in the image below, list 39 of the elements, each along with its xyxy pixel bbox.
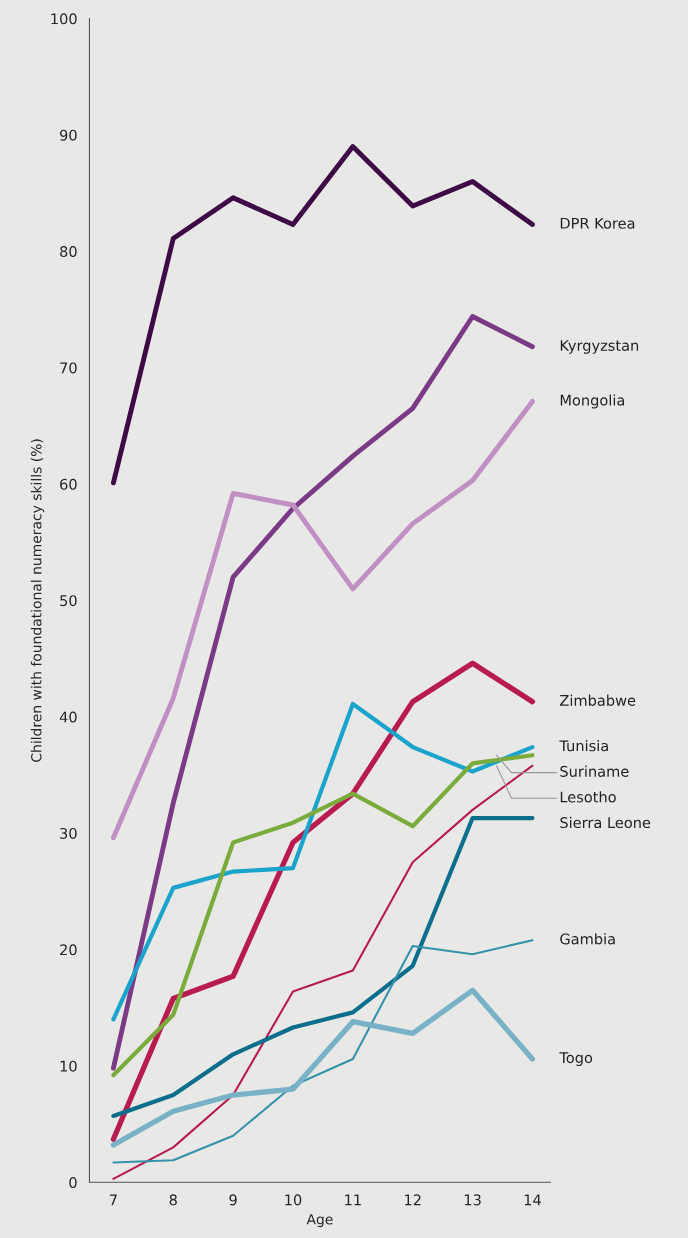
- series-label: Tunisia: [559, 740, 608, 752]
- series-label: Togo: [559, 1052, 593, 1066]
- y-tick-label: 70: [60, 362, 77, 374]
- x-tick-label: 7: [109, 1194, 117, 1206]
- y-tick-label: 50: [60, 595, 77, 607]
- x-tick-label: 12: [405, 1194, 421, 1206]
- y-tick-label: 20: [60, 944, 77, 956]
- x-tick-label: 10: [285, 1194, 302, 1206]
- line-series: [111, 701, 535, 1022]
- y-tick-label: 10: [60, 1060, 77, 1072]
- y-tick-label: 40: [59, 711, 77, 723]
- line-series: [110, 314, 535, 1071]
- y-tick-label: 90: [60, 129, 77, 141]
- text: Suriname: [560, 765, 629, 777]
- x-tick-label: 14: [524, 1194, 541, 1206]
- series-label: Sierra Leone: [560, 816, 651, 829]
- y-tick-label: 0: [69, 1177, 77, 1189]
- series-label: Zimbabwe: [560, 694, 636, 706]
- x-tick-label: 9: [229, 1194, 237, 1206]
- line-series: [111, 753, 535, 1078]
- y-tick-label: 30: [60, 827, 77, 839]
- line-series: [110, 399, 535, 841]
- y-tick-label: 100: [51, 13, 77, 25]
- x-tick-label: 8: [169, 1194, 177, 1206]
- y-axis-title: Children with foundational numeracy skills (%): [30, 439, 45, 762]
- y-tick-label: 80: [60, 246, 77, 258]
- x-tick-label: 11: [345, 1194, 361, 1206]
- text: Lesotho: [560, 791, 616, 803]
- x-axis-title: Age: [306, 1214, 333, 1228]
- line-series: [112, 764, 534, 1180]
- x-tick-label: 13: [464, 1194, 481, 1206]
- line-series: [110, 144, 535, 486]
- series-label: Gambia: [560, 933, 615, 945]
- line-series: [112, 939, 534, 1164]
- series-label: Kyrgyzstan: [560, 340, 639, 354]
- series-label: Mongolia: [560, 394, 625, 409]
- line-series: [111, 815, 535, 1119]
- y-tick-label: 60: [60, 478, 77, 490]
- series-label: DPR Korea: [560, 217, 635, 229]
